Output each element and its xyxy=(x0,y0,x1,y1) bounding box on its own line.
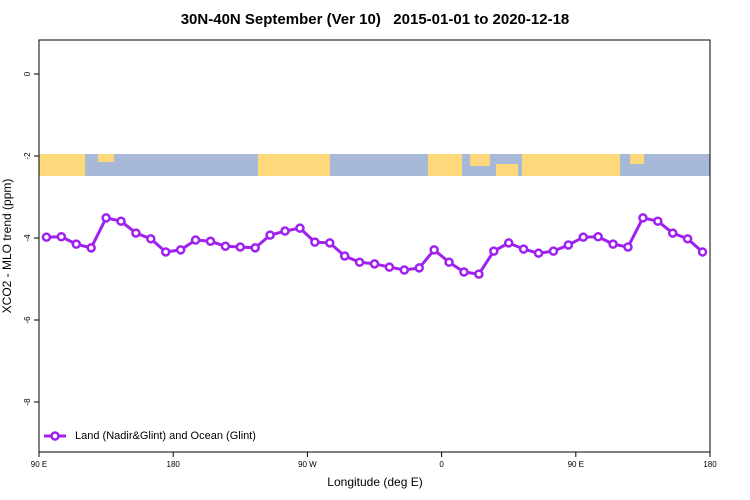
data-point xyxy=(474,269,484,279)
data-point xyxy=(429,245,439,255)
data-point xyxy=(160,247,171,257)
data-point xyxy=(71,239,82,249)
y-tick-label: -2 xyxy=(23,152,32,160)
legend-label: Land (Nadir&Glint) and Ocean (Glint) xyxy=(75,430,256,442)
data-point xyxy=(623,242,633,252)
y-tick-label: 0 xyxy=(23,71,32,76)
data-point xyxy=(325,238,335,248)
data-point xyxy=(175,245,186,255)
data-point xyxy=(295,223,305,233)
data-point xyxy=(205,236,216,247)
data-point xyxy=(667,228,678,238)
data-point xyxy=(578,232,589,242)
data-point xyxy=(459,267,469,277)
data-point xyxy=(86,243,96,253)
data-point xyxy=(444,257,454,267)
data-point xyxy=(593,232,603,242)
data-point xyxy=(697,247,708,257)
data-point xyxy=(414,263,424,273)
data-point xyxy=(220,241,231,251)
data-point xyxy=(146,234,156,244)
data-point xyxy=(56,232,67,242)
x-tick-label: 180 xyxy=(703,460,717,469)
data-point xyxy=(369,259,380,269)
data-point xyxy=(563,240,574,250)
y-tick-label: -4 xyxy=(23,234,32,242)
plot-frame xyxy=(38,39,711,453)
data-point xyxy=(235,242,246,252)
x-axis-label: Longitude (deg E) xyxy=(327,475,422,489)
data-point xyxy=(489,246,499,256)
data-point xyxy=(533,248,544,258)
x-tick-label: 90 W xyxy=(298,460,317,469)
chart-title: 30N-40N September (Ver 10) 2015-01-01 to… xyxy=(181,11,570,28)
map-strip xyxy=(39,154,710,176)
data-point xyxy=(116,216,126,226)
y-tick-label: -8 xyxy=(23,398,32,406)
data-point xyxy=(101,213,111,223)
x-tick-label: 90 E xyxy=(31,460,47,469)
data-point xyxy=(518,244,529,254)
x-tick-label: 0 xyxy=(439,460,444,469)
data-point xyxy=(682,234,693,244)
data-point xyxy=(399,265,410,275)
y-axis-label: XCO2 - MLO trend (ppm) xyxy=(0,179,14,314)
data-point xyxy=(503,238,514,248)
data-point xyxy=(190,235,201,245)
data-point xyxy=(608,239,618,249)
data-point xyxy=(653,216,663,226)
data-point xyxy=(41,232,52,242)
data-point xyxy=(280,226,290,236)
legend: Land (Nadir&Glint) and Ocean (Glint) xyxy=(44,430,256,442)
data-point xyxy=(310,237,320,247)
data-point xyxy=(384,262,395,272)
x-tick-label: 180 xyxy=(167,460,181,469)
data-point xyxy=(250,243,260,253)
legend-marker xyxy=(50,431,60,441)
data-point xyxy=(354,257,365,267)
data-point xyxy=(265,230,275,240)
x-tick-label: 90 E xyxy=(568,460,584,469)
data-point xyxy=(548,246,559,256)
y-tick-label: -6 xyxy=(23,316,32,324)
data-point xyxy=(638,213,648,223)
data-point xyxy=(339,251,350,261)
data-point xyxy=(131,228,141,238)
